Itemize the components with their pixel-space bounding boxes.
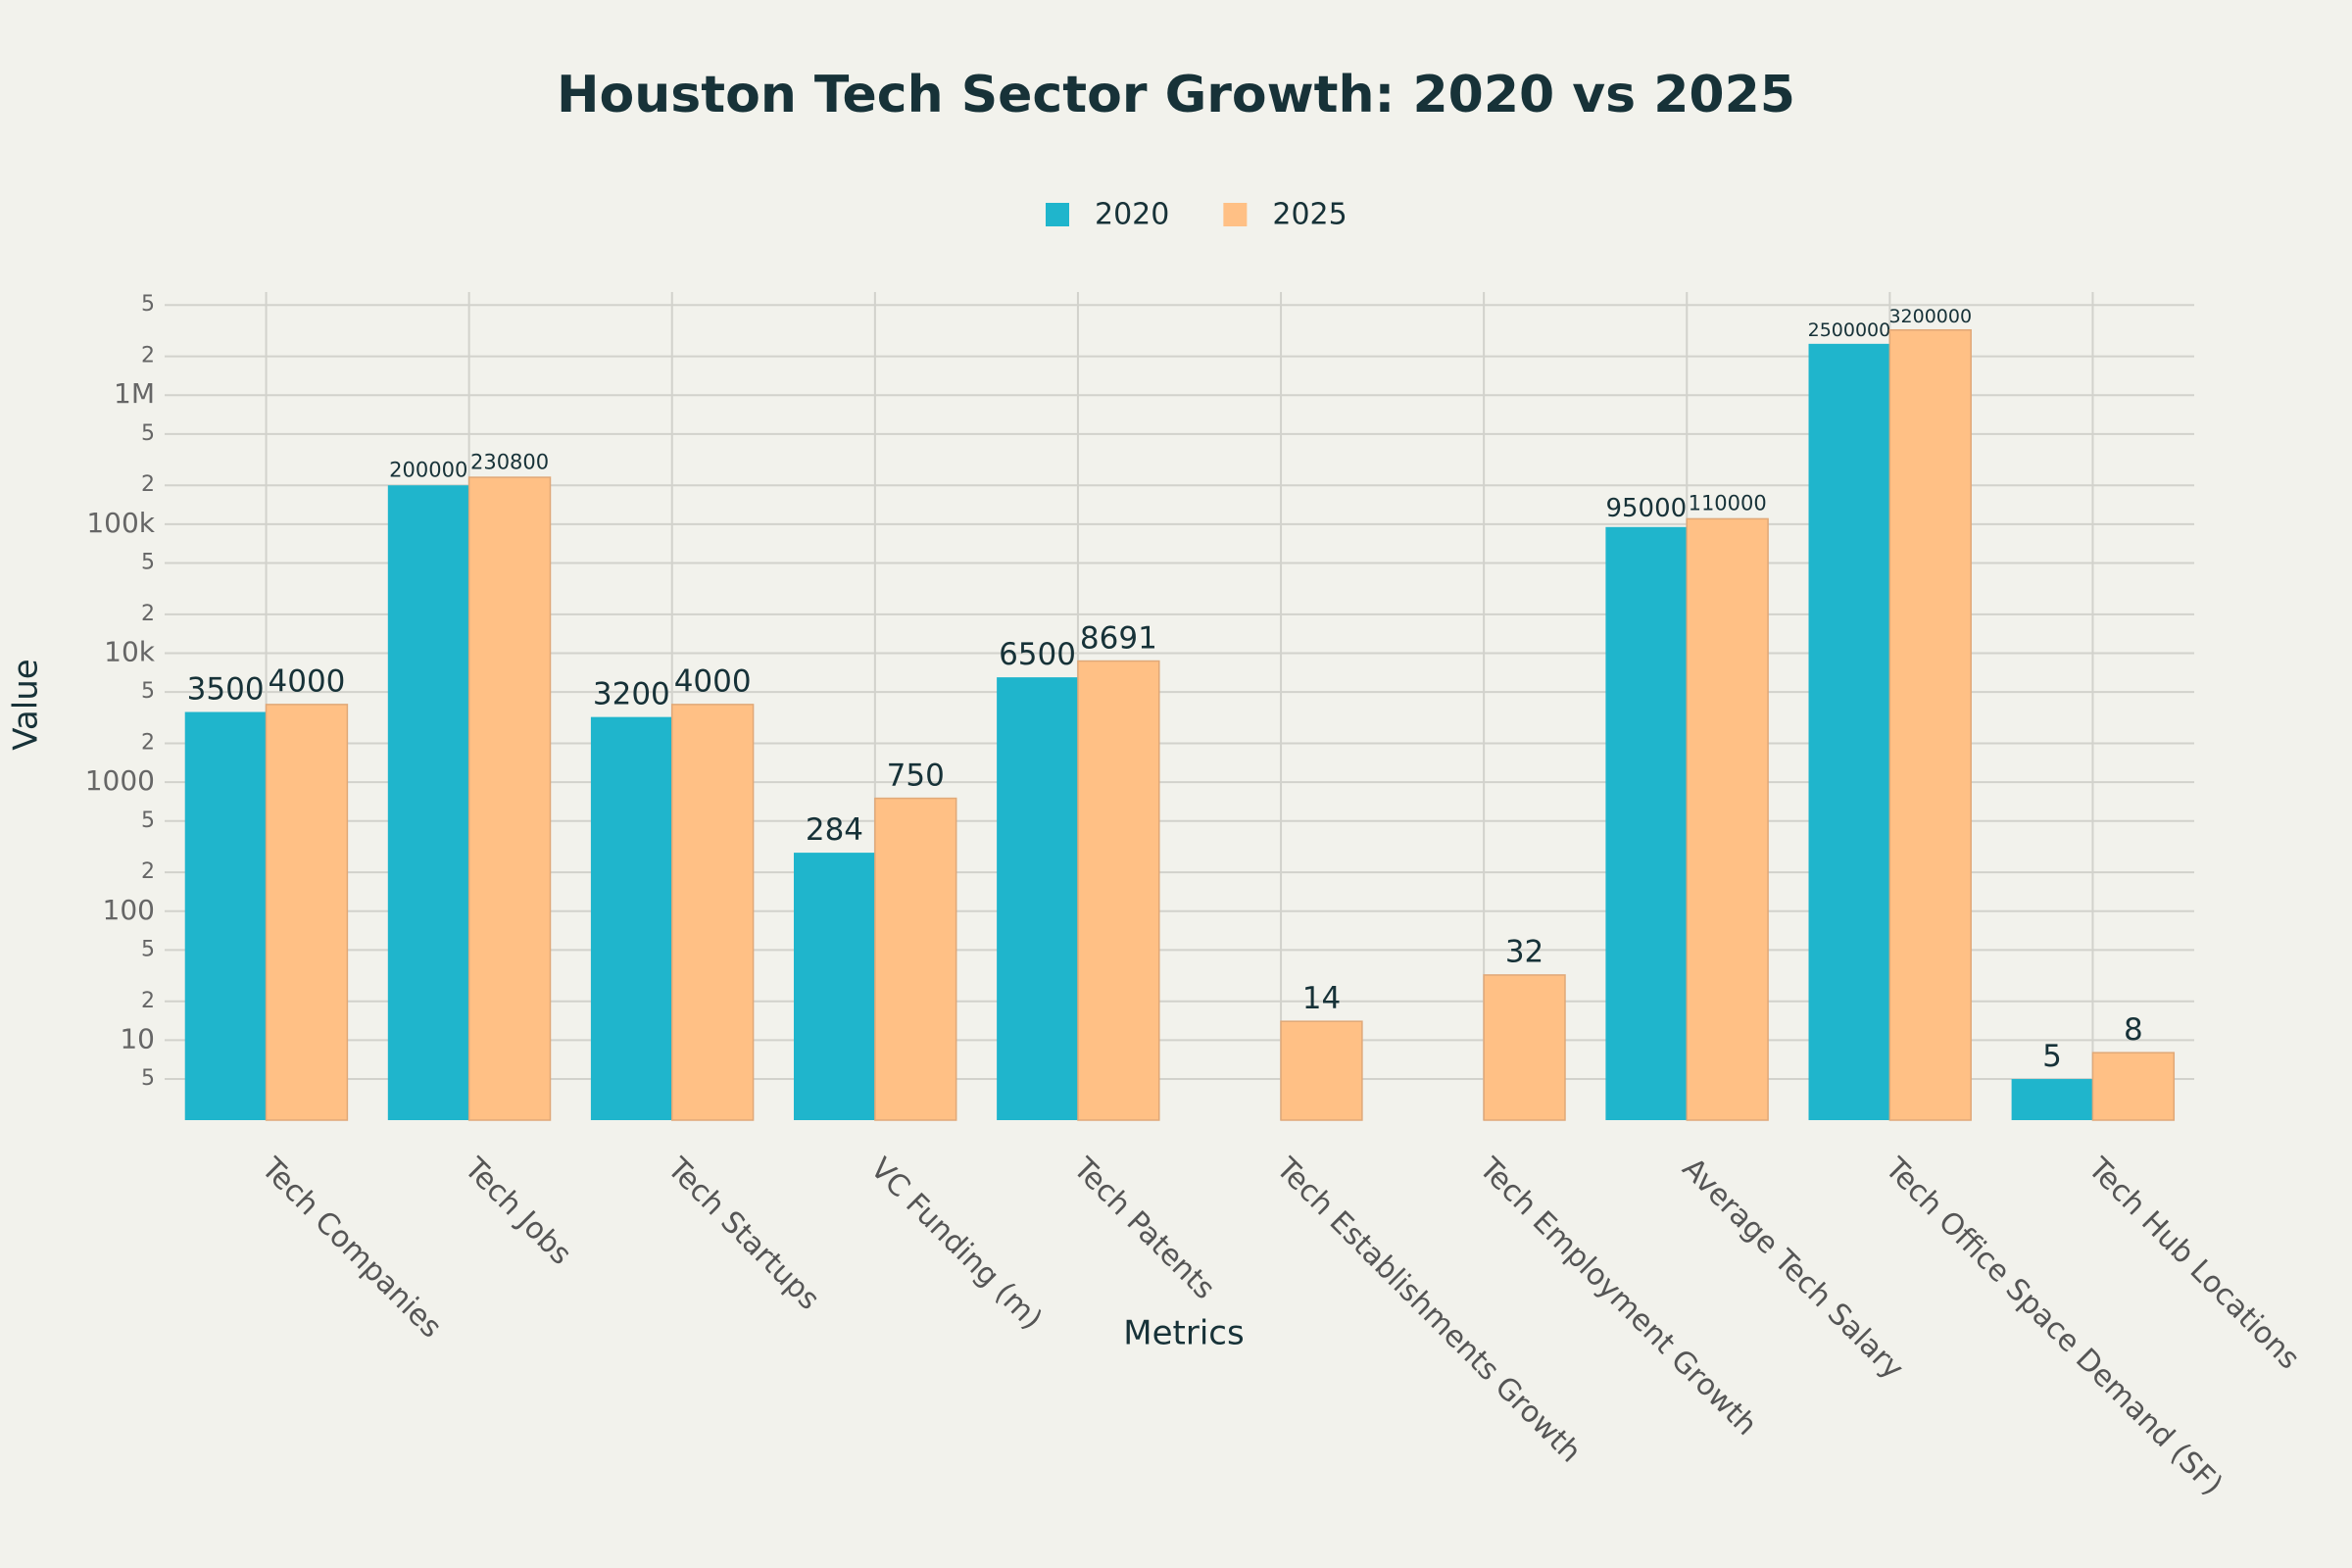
bar — [387, 485, 469, 1121]
legend-swatch — [1046, 203, 1069, 226]
x-axis-title: Metrics — [1123, 1314, 1244, 1353]
value-label: 32 — [1505, 935, 1544, 970]
bar — [1280, 1020, 1363, 1121]
y-tick-label: 100 — [103, 894, 155, 926]
value-label: 14 — [1302, 981, 1341, 1016]
x-tick-label: Average Tech Salary — [1676, 1152, 1910, 1386]
y-tick-label: 5 — [141, 808, 155, 833]
value-label: 8691 — [1080, 620, 1157, 656]
bar — [467, 476, 552, 1121]
y-tick-label: 2 — [141, 989, 155, 1013]
bar — [1077, 660, 1160, 1121]
bar — [874, 797, 957, 1121]
y-tick-label: 5 — [141, 679, 155, 704]
value-label: 3500 — [187, 671, 265, 707]
y-tick-label: 5 — [141, 1066, 155, 1091]
y-tick-label: 10 — [120, 1022, 155, 1054]
y-tick-label: 100k — [86, 507, 155, 539]
x-tick-label: Tech Hub Locations — [2081, 1151, 2306, 1376]
y-tick-label: 10k — [104, 635, 156, 667]
legend-swatch — [1223, 203, 1248, 226]
bar — [590, 716, 672, 1120]
bar — [794, 853, 875, 1120]
bar — [1808, 343, 1890, 1120]
bar — [2091, 1052, 2176, 1121]
bar — [1605, 526, 1688, 1120]
bar — [1686, 517, 1769, 1121]
y-tick-label: 5 — [141, 421, 155, 446]
y-tick-label: 5 — [141, 550, 155, 574]
bar — [671, 704, 755, 1121]
value-label: 750 — [887, 758, 945, 793]
bar — [265, 704, 349, 1121]
bar — [184, 711, 267, 1120]
value-label: 230800 — [470, 450, 549, 473]
y-tick-label: 2 — [141, 859, 155, 884]
x-tick-label: Tech Startups — [660, 1151, 825, 1316]
value-label: 8 — [2124, 1012, 2143, 1048]
y-axis-title: Value — [7, 659, 46, 750]
y-tick-label: 2 — [141, 472, 155, 497]
bar — [1483, 974, 1566, 1121]
y-tick-label: 2 — [141, 602, 155, 626]
value-label: 6500 — [999, 637, 1076, 672]
value-label: 3200 — [593, 676, 670, 711]
y-tick-label: 2 — [141, 731, 155, 756]
x-tick-label: Tech Jobs — [457, 1151, 577, 1271]
y-tick-label: 1000 — [85, 764, 155, 797]
legend-label: 2020 — [1095, 198, 1169, 232]
value-label: 4000 — [269, 664, 346, 700]
value-label: 3200000 — [1888, 306, 1972, 327]
y-tick-label: 1M — [114, 377, 155, 410]
value-label: 110000 — [1689, 492, 1767, 515]
y-tick-label: 5 — [141, 292, 155, 317]
y-tick-label: 2 — [141, 344, 155, 368]
value-label: 5 — [2042, 1039, 2062, 1074]
value-label: 2500000 — [1808, 319, 1891, 341]
x-tick-label: Tech Patents — [1066, 1151, 1222, 1306]
bar — [1888, 328, 1972, 1121]
bar — [997, 677, 1078, 1120]
chart-title: Houston Tech Sector Growth: 2020 vs 2025 — [557, 66, 1795, 124]
value-label: 284 — [806, 812, 863, 848]
bar — [2011, 1079, 2093, 1120]
x-tick-label: Tech Companies — [254, 1151, 448, 1345]
value-label: 4000 — [674, 664, 752, 700]
value-label: 200000 — [389, 459, 467, 482]
y-tick-label: 5 — [141, 937, 155, 961]
value-label: 95000 — [1605, 494, 1687, 523]
x-tick-label: Tech Office Space Demand (SF) — [1878, 1151, 2230, 1502]
legend-label: 2025 — [1272, 198, 1347, 232]
x-tick-label: VC Funding (m) — [863, 1152, 1049, 1337]
